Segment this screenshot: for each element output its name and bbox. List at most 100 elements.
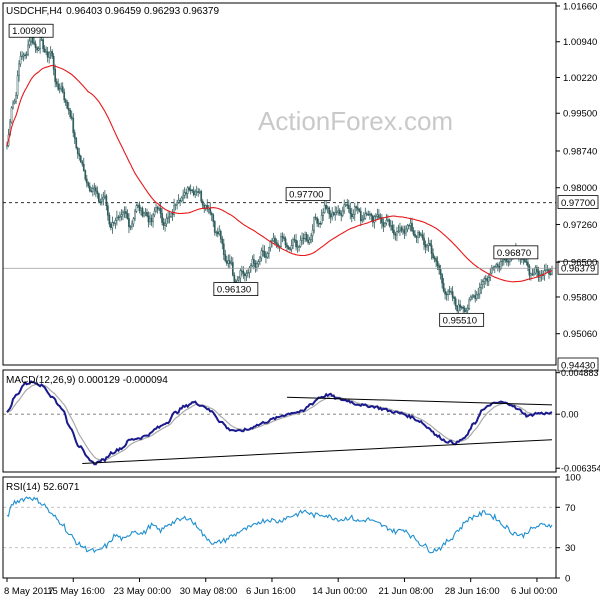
candle-body <box>179 199 181 202</box>
candle-body <box>254 263 257 268</box>
candle-body <box>107 205 109 216</box>
candle-body <box>173 204 175 215</box>
candle-body <box>140 208 142 211</box>
candle-body <box>247 272 249 274</box>
candle-body <box>177 199 180 203</box>
candle-body <box>149 218 151 223</box>
candle-body <box>302 237 305 240</box>
candle-body <box>487 277 490 282</box>
candle-body <box>396 231 398 236</box>
symbol-label: USDCHF,H4 <box>6 6 63 17</box>
candle-body <box>82 163 85 171</box>
candle-body <box>70 116 73 119</box>
candle-body <box>119 216 121 218</box>
level-label-box <box>557 195 599 210</box>
candle-body <box>361 219 364 222</box>
candle-body <box>61 86 64 93</box>
macd-y-tick-label: 0.004883 <box>561 368 599 378</box>
candle-body <box>144 212 147 214</box>
candle-body <box>55 81 58 85</box>
candle-body <box>481 281 484 285</box>
rsi-y-tick-label: 70 <box>565 503 576 514</box>
candle-body <box>356 207 359 210</box>
candle-body <box>531 273 534 276</box>
candle-body <box>403 229 406 234</box>
macd-trendline <box>287 396 553 406</box>
candle-body <box>484 278 487 280</box>
candle-body <box>19 55 22 65</box>
x-tick-label: 28 Jun 16:00 <box>445 586 500 597</box>
candle-body <box>231 262 234 276</box>
rsi-panel-frame <box>2 476 557 579</box>
candle-body <box>471 295 474 298</box>
candle-body <box>364 213 367 219</box>
candle-body <box>534 267 537 274</box>
candle-body <box>287 246 290 250</box>
candle-body <box>48 52 51 58</box>
rsi-label: RSI(14) 52.6071 <box>6 482 80 493</box>
candle-body <box>221 238 224 245</box>
candle-body <box>227 260 230 264</box>
price-y-tick-label: 0.98000 <box>563 183 597 194</box>
candle-body <box>90 190 93 192</box>
candle-body <box>447 290 449 295</box>
candle-body <box>125 211 127 214</box>
candle-body <box>331 212 334 218</box>
candle-body <box>224 254 227 262</box>
candle-body <box>353 206 356 215</box>
candle-body <box>441 274 443 284</box>
candle-body <box>241 270 243 272</box>
candle-body <box>289 248 291 250</box>
candle-body <box>435 258 437 262</box>
candle-body <box>418 232 421 236</box>
candle-body <box>170 213 172 217</box>
candle-body <box>543 270 546 276</box>
price-y-tick-label: 1.00940 <box>563 37 597 48</box>
candle-body <box>533 272 535 276</box>
candle-body <box>165 218 168 225</box>
candle-body <box>334 211 337 216</box>
candle-body <box>317 223 320 225</box>
candle-body <box>268 247 270 254</box>
candle-body <box>131 223 133 227</box>
candle-body <box>167 216 169 219</box>
candle-body <box>417 232 419 238</box>
candle-body <box>162 222 165 226</box>
candle-body <box>350 213 353 218</box>
candle-body <box>375 215 377 218</box>
price-annotation-label: 0.95510 <box>443 315 477 326</box>
candle-body <box>477 293 480 296</box>
price-y-tick-label: 0.95800 <box>563 292 597 303</box>
candle-body <box>274 237 276 244</box>
candle-body <box>462 306 465 309</box>
candle-body <box>57 83 60 90</box>
candle-body <box>216 231 219 235</box>
current-price-label: 0.96379 <box>561 264 595 275</box>
candle-body <box>209 207 212 214</box>
candle-body <box>33 42 35 45</box>
candle-body <box>549 273 552 275</box>
candle-body <box>104 195 106 198</box>
candle-body <box>72 117 75 133</box>
candle-body <box>402 229 404 232</box>
price-annotation-label: 1.00990 <box>12 26 46 37</box>
candle-body <box>451 291 454 298</box>
candle-body <box>201 200 204 206</box>
candle-body <box>99 201 102 203</box>
candle-body <box>192 190 195 195</box>
price-annotation-label: 0.96130 <box>217 285 251 296</box>
candle-body <box>308 239 311 243</box>
candle-body <box>153 210 156 216</box>
candle-body <box>528 265 531 276</box>
candle-body <box>314 217 317 219</box>
candle-body <box>376 214 379 217</box>
candle-body <box>420 234 422 236</box>
price-annotation-box <box>8 23 54 38</box>
candle-body <box>280 236 282 247</box>
macd-y-axis: 0.004883 0.00 -0.006354 <box>556 368 600 474</box>
candle-body <box>230 262 233 264</box>
candle-body <box>128 218 130 227</box>
candle-body <box>442 282 445 292</box>
candle-body <box>156 207 159 210</box>
